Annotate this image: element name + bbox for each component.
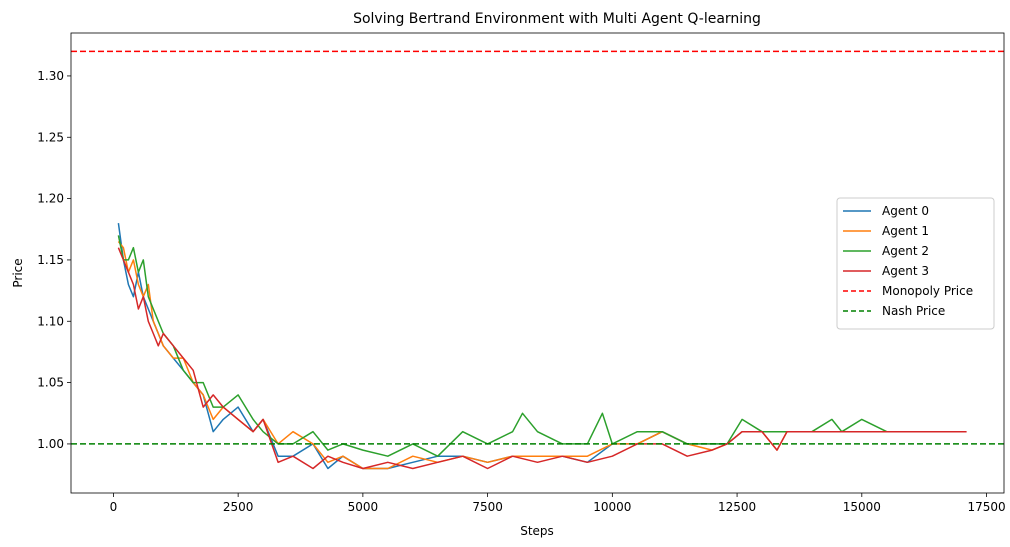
y-tick-label: 1.00 xyxy=(37,437,64,451)
legend-item: Agent 1 xyxy=(843,224,929,238)
legend-label: Agent 3 xyxy=(882,264,929,278)
y-tick-label: 1.20 xyxy=(37,192,64,206)
x-tick-label: 0 xyxy=(110,500,118,514)
series-line-agent-2 xyxy=(117,235,927,457)
legend-item: Monopoly Price xyxy=(843,284,973,298)
legend-label: Agent 0 xyxy=(882,204,929,218)
y-tick-label: 1.30 xyxy=(37,69,64,83)
y-axis: 1.00 1.05 1.10 1.15 1.20 1.25 1.30 xyxy=(37,69,71,451)
legend-item: Nash Price xyxy=(843,304,945,318)
y-axis-label: Price xyxy=(11,258,25,287)
legend-box xyxy=(836,197,995,330)
x-tick-label: 17500 xyxy=(967,500,1005,514)
x-tick-label: 15000 xyxy=(843,500,881,514)
plot-area xyxy=(70,32,1005,494)
legend-item: Agent 3 xyxy=(843,264,929,278)
legend-label: Agent 2 xyxy=(882,244,929,258)
legend-item: Agent 0 xyxy=(843,204,929,218)
chart-title: Solving Bertrand Environment with Multi … xyxy=(353,11,761,27)
y-tick-label: 1.25 xyxy=(37,130,64,144)
x-tick-label: 12500 xyxy=(718,500,756,514)
y-tick-label: 1.10 xyxy=(37,314,64,328)
legend-label: Monopoly Price xyxy=(882,284,973,298)
x-tick-label: 10000 xyxy=(593,500,631,514)
legend-label: Agent 1 xyxy=(882,224,929,238)
legend: Agent 0 Agent 1 Agent 2 Agent 3 Monopoly Pri… xyxy=(836,197,995,330)
x-axis-label: Steps xyxy=(520,524,554,538)
legend-item: Agent 2 xyxy=(843,244,929,258)
series-line-agent-3 xyxy=(117,247,967,470)
plot-frame xyxy=(70,32,1005,494)
legend-label: Nash Price xyxy=(882,304,945,318)
x-tick-label: 2500 xyxy=(223,500,254,514)
x-tick-label: 5000 xyxy=(348,500,379,514)
y-tick-label: 1.15 xyxy=(37,253,64,267)
series-line-agent-1 xyxy=(117,241,927,470)
x-axis: 0 2500 5000 7500 10000 12500 15000 17500 xyxy=(110,493,1006,514)
y-tick-label: 1.05 xyxy=(37,376,64,390)
x-tick-label: 7500 xyxy=(472,500,503,514)
